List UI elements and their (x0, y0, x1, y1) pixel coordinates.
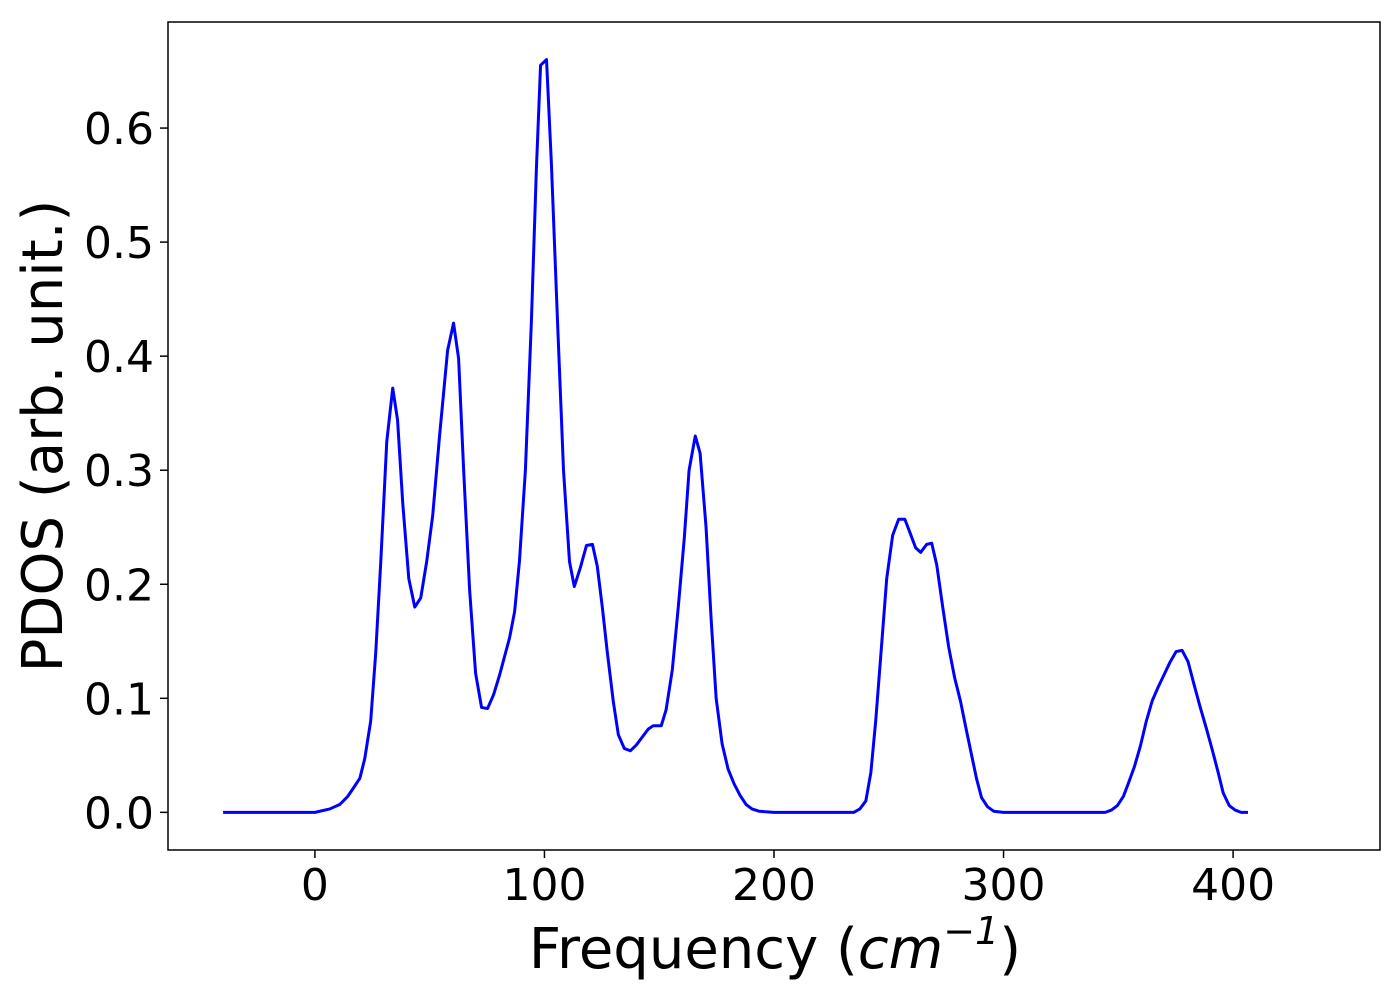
y-tick-label: 0.0 (84, 788, 154, 839)
x-tick-label: 200 (732, 860, 816, 911)
x-axis-label: Frequency (cm−1) (529, 909, 1021, 982)
y-tick-label: 0.6 (84, 104, 154, 155)
x-tick-label: 100 (502, 860, 586, 911)
y-axis-label: PDOS (arb. unit.) (11, 200, 76, 673)
x-tick-label: 0 (301, 860, 329, 911)
x-label-close: ) (999, 917, 1021, 982)
y-tick-label: 0.2 (84, 560, 154, 611)
y-tick-label: 0.4 (84, 332, 154, 383)
x-label-text: Frequency ( (529, 917, 858, 982)
y-tick-label: 0.5 (84, 218, 154, 269)
y-tick-label: 0.3 (84, 446, 154, 497)
x-tick-label: 300 (962, 860, 1046, 911)
x-label-sup: −1 (943, 909, 999, 953)
x-label-math: cm (858, 917, 943, 982)
y-tick-label: 0.1 (84, 674, 154, 725)
x-tick-label: 400 (1191, 860, 1275, 911)
plot-frame (167, 21, 1381, 851)
data-line (223, 58, 1249, 814)
